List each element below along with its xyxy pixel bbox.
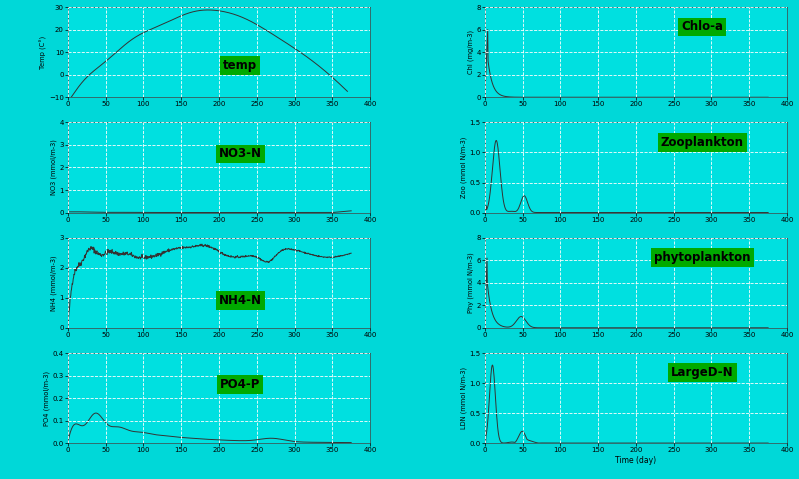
- Text: LargeD-N: LargeD-N: [671, 366, 733, 379]
- Y-axis label: Zoo (mmol N/m-3): Zoo (mmol N/m-3): [461, 137, 467, 198]
- Text: PO4-P: PO4-P: [220, 378, 260, 391]
- Y-axis label: Chl (mg/m-3): Chl (mg/m-3): [467, 30, 474, 74]
- Text: temp: temp: [223, 59, 257, 72]
- Text: Zooplankton: Zooplankton: [661, 136, 744, 149]
- Y-axis label: Phy (mmol N/m-3): Phy (mmol N/m-3): [467, 252, 474, 313]
- Text: phytoplankton: phytoplankton: [654, 251, 751, 264]
- X-axis label: Time (day): Time (day): [615, 456, 657, 465]
- Text: NH4-N: NH4-N: [219, 294, 261, 308]
- Text: NO3-N: NO3-N: [219, 148, 261, 160]
- Y-axis label: Temp (C°): Temp (C°): [40, 35, 47, 69]
- Y-axis label: PO4 (mmol/m-3): PO4 (mmol/m-3): [44, 370, 50, 426]
- Text: Chlo-a: Chlo-a: [682, 21, 723, 34]
- Y-axis label: NO3 (mmol/m-3): NO3 (mmol/m-3): [50, 139, 58, 195]
- Y-axis label: LDN (mmol N/m-3): LDN (mmol N/m-3): [461, 367, 467, 429]
- Y-axis label: NH4 (mmol/m-3): NH4 (mmol/m-3): [50, 255, 58, 310]
